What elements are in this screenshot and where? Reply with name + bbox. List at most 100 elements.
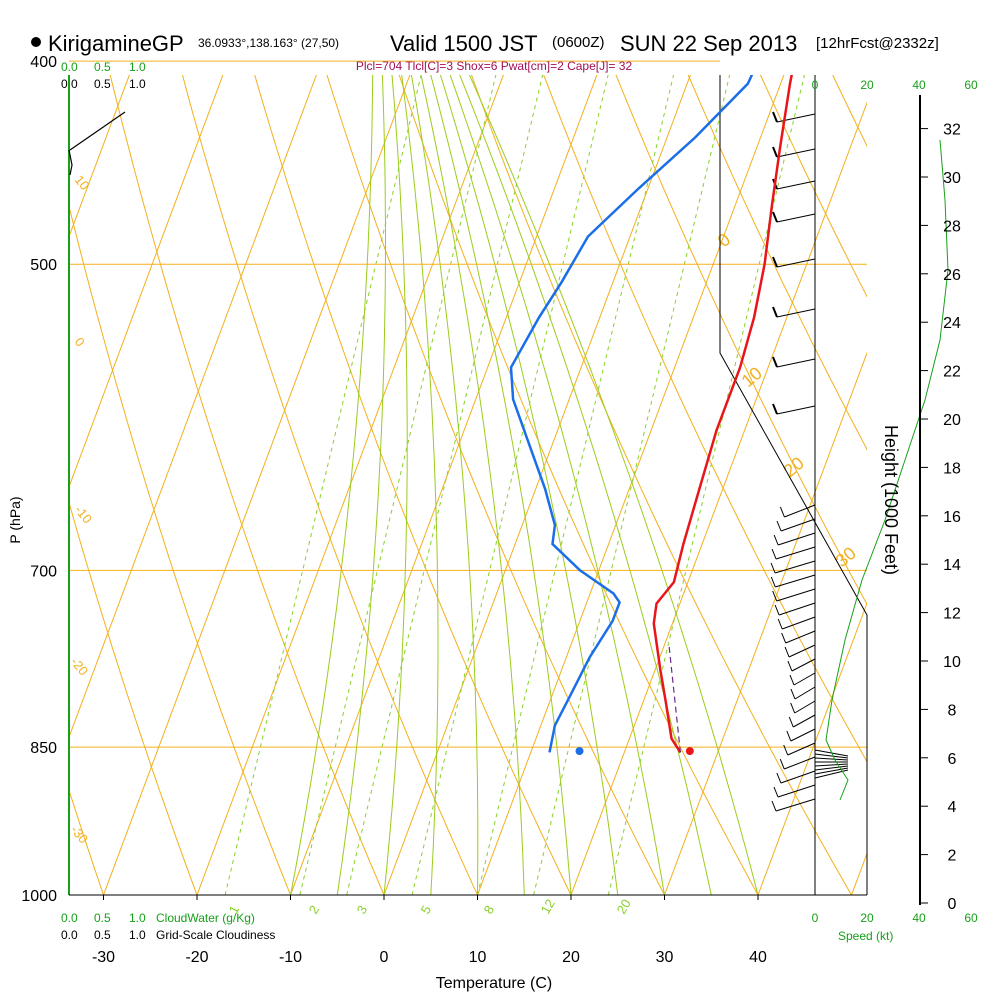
- isotherm-line: [0, 0, 395, 895]
- height-tick-label: 2: [948, 848, 957, 865]
- bot-black-1: 1.0: [129, 928, 146, 942]
- wind-barb-flag: [790, 675, 794, 685]
- dry-adiabat-line: [0, 0, 104, 895]
- wind-barb: [777, 259, 815, 267]
- height-tick-label: 32: [943, 122, 961, 139]
- mixing-ratio-label: 20: [614, 896, 634, 916]
- wind-barb-flag: [777, 521, 781, 531]
- wind-barb: [775, 575, 815, 587]
- speed-tick-bottom: 40: [912, 911, 926, 925]
- isotherm-line: [384, 0, 862, 895]
- height-tick-label: 4: [948, 799, 957, 816]
- height-tick-label: 18: [943, 460, 961, 477]
- wind-barb: [789, 645, 815, 657]
- surface-temperature-point: [686, 747, 694, 755]
- mixing-ratio-label: 5: [418, 903, 435, 917]
- wind-barb-flag: [780, 507, 784, 517]
- isotherm-lines: [0, 0, 1000, 895]
- height-tick-label: 24: [943, 315, 961, 332]
- valid-time: Valid 1500 JST: [390, 31, 538, 56]
- dry-adiabat-line: [397, 0, 945, 895]
- top-black-1: 1.0: [129, 77, 146, 91]
- isotherm-label: 0: [72, 334, 88, 349]
- moist-adiabat-line: [251, 0, 758, 895]
- dry-adiabat-line: [0, 0, 197, 895]
- wind-panel-outline: [720, 75, 867, 895]
- height-tick-label: 28: [943, 218, 961, 235]
- x-tick-label: 10: [469, 949, 487, 966]
- wind-barb: [777, 114, 815, 122]
- isotherm-line: [852, 0, 1000, 895]
- wind-barb: [775, 561, 815, 573]
- y-tick-label: 850: [30, 740, 57, 757]
- wind-barb-flag: [787, 731, 791, 741]
- x-tick-label: 30: [656, 949, 674, 966]
- y-tick-label: 500: [30, 257, 57, 274]
- height-tick-label: 16: [943, 509, 961, 526]
- mixing-ratio-line: [608, 61, 807, 895]
- wind-barb: [791, 729, 815, 741]
- height-tick-label: 26: [943, 267, 961, 284]
- station-bullet-icon: [31, 37, 41, 47]
- isotherm-line: [0, 0, 114, 895]
- valid-date: SUN 22 Sep 2013: [620, 31, 797, 56]
- wind-barb: [776, 547, 815, 559]
- wind-barb: [795, 687, 815, 699]
- bottom-scale: 0.0 0.5 1.0 CloudWater (g/Kg) 0.0 0.5 1.…: [61, 911, 275, 942]
- top-green-0: 0.0: [61, 60, 78, 74]
- station-coords: 36.0933°,138.163° (27,50): [198, 36, 339, 50]
- mixing-ratio-label: 2: [306, 903, 323, 917]
- moist-adiabat-line: [272, 0, 665, 895]
- x-tick-label: 0: [380, 949, 389, 966]
- wind-barb-flag: [773, 112, 777, 122]
- x-tick-label: -20: [185, 949, 208, 966]
- wind-barb-flag: [774, 787, 778, 797]
- bot-green-05: 0.5: [94, 911, 111, 925]
- theta-label: 10: [738, 363, 766, 391]
- cloud-cover-stroke: [70, 112, 125, 150]
- dry-adiabat-line: [271, 0, 758, 895]
- height-axis-title: Height (1000 Feet): [881, 425, 901, 575]
- wind-barb: [793, 715, 815, 727]
- wind-barb-flag: [785, 647, 789, 657]
- speed-axis-title: Speed (kt): [838, 929, 893, 943]
- top-green-05: 0.5: [94, 60, 111, 74]
- dry-adiabat-lines: [0, 0, 1000, 895]
- wind-barb-flag: [775, 605, 779, 615]
- speed-tick-bottom: 0: [812, 911, 819, 925]
- bot-black-0: 0.0: [61, 928, 78, 942]
- speed-tick-bottom: 60: [964, 911, 978, 925]
- y-tick-label: 700: [30, 563, 57, 580]
- wind-barb: [786, 631, 815, 643]
- height-tick-label: 12: [943, 606, 961, 623]
- wind-barb: [815, 764, 848, 766]
- top-black-05: 0.5: [94, 77, 111, 91]
- wind-barb-flag: [788, 661, 792, 671]
- wind-barb-flag: [791, 689, 795, 699]
- x-tick-label: -10: [279, 949, 302, 966]
- height-tick-label: 6: [948, 751, 957, 768]
- moist-adiabat-line: [334, 0, 408, 895]
- wind-barb: [777, 149, 815, 157]
- wind-barb: [777, 406, 815, 414]
- height-tick-label: 8: [948, 702, 957, 719]
- wind-barb: [778, 785, 815, 797]
- wind-barb-flag: [773, 357, 777, 367]
- wind-barb: [777, 359, 815, 367]
- wind-barb: [815, 758, 848, 760]
- bot-green-1: 1.0: [129, 911, 146, 925]
- wind-barb-flag: [773, 404, 777, 414]
- surface-dewpoint-point: [576, 747, 584, 755]
- isotherm-label: -30: [68, 822, 92, 846]
- height-tick-label: 10: [943, 654, 961, 671]
- wind-barb: [784, 757, 815, 769]
- speed-tick-bottom: 20: [860, 911, 874, 925]
- wind-barb: [777, 214, 815, 222]
- wind-barb-flag: [789, 717, 793, 727]
- height-tick-label: 0: [948, 896, 957, 913]
- wind-barb-flag: [773, 307, 777, 317]
- isotherm-line: [571, 0, 1000, 895]
- y-ticks: 2503004005007008501000: [21, 0, 57, 905]
